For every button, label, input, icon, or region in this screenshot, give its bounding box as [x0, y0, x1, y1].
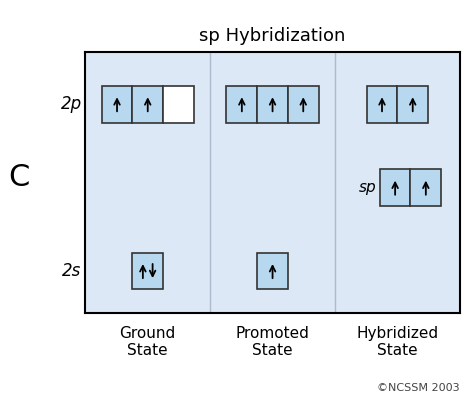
- Bar: [257, 253, 288, 290]
- Bar: [163, 86, 194, 123]
- Bar: [132, 86, 163, 123]
- Text: Ground
State: Ground State: [119, 326, 176, 358]
- Text: 2p: 2p: [61, 95, 82, 113]
- Bar: [132, 253, 163, 290]
- Bar: [367, 86, 397, 123]
- Text: sp: sp: [358, 180, 376, 195]
- Bar: [288, 86, 319, 123]
- Bar: [380, 169, 410, 206]
- Bar: [410, 169, 441, 206]
- Text: Promoted
State: Promoted State: [236, 326, 310, 358]
- Text: Hybridized
State: Hybridized State: [356, 326, 438, 358]
- Text: C: C: [8, 163, 30, 192]
- Text: 2s: 2s: [62, 262, 82, 280]
- Title: sp Hybridization: sp Hybridization: [200, 27, 346, 45]
- Bar: [397, 86, 428, 123]
- Bar: [101, 86, 132, 123]
- Text: ©NCSSM 2003: ©NCSSM 2003: [377, 383, 460, 393]
- Bar: [257, 86, 288, 123]
- Bar: [227, 86, 257, 123]
